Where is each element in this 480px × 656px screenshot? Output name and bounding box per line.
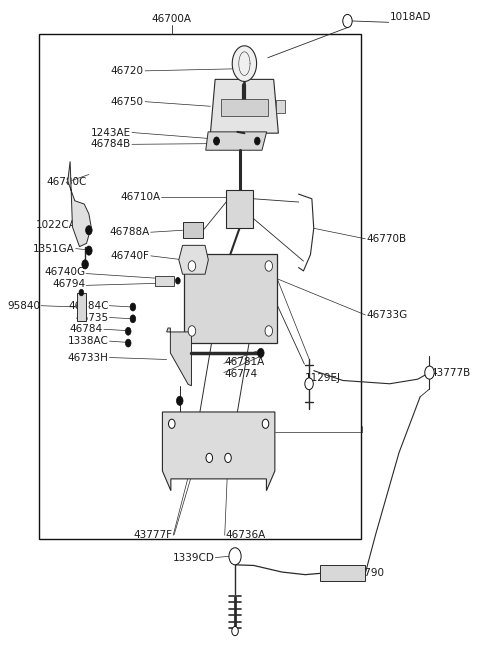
Circle shape [85,226,92,235]
Text: 46794: 46794 [52,279,85,289]
Text: 1351GA: 1351GA [33,243,75,254]
Circle shape [254,137,260,145]
Circle shape [130,315,136,323]
Text: 1339CD: 1339CD [172,552,215,563]
Circle shape [79,289,84,296]
Circle shape [206,453,213,462]
Circle shape [225,453,231,462]
Text: 46750: 46750 [111,96,144,107]
Text: 1338AC: 1338AC [68,336,108,346]
Text: 1022CA: 1022CA [36,220,77,230]
Text: 46740G: 46740G [44,267,85,277]
Text: 46710A: 46710A [120,192,160,202]
Bar [39,34,360,539]
Circle shape [177,396,183,405]
Circle shape [258,348,264,358]
Text: 46700A: 46700A [152,14,192,24]
Polygon shape [68,161,91,247]
Polygon shape [179,245,208,274]
Circle shape [214,137,219,145]
Circle shape [343,14,352,28]
Circle shape [262,419,269,428]
Text: 46784B: 46784B [91,139,131,150]
Circle shape [265,260,273,272]
Bar [182,222,203,238]
Polygon shape [162,412,275,491]
Text: 46781A: 46781A [225,357,265,367]
Circle shape [125,327,131,335]
Text: 46788A: 46788A [109,227,150,237]
Text: 1243AE: 1243AE [91,127,131,138]
Text: 95840: 95840 [7,300,40,311]
Circle shape [125,339,131,347]
Text: 46733G: 46733G [366,310,408,320]
Bar [156,276,174,286]
Circle shape [85,246,92,255]
Circle shape [265,325,273,336]
Bar [221,99,268,116]
Text: 46740F: 46740F [111,251,150,261]
Circle shape [426,368,433,377]
Text: 46784C: 46784C [68,300,108,311]
Circle shape [188,325,196,336]
Circle shape [306,380,312,388]
Text: 46735: 46735 [75,312,108,323]
Text: 46780C: 46780C [47,177,87,188]
Circle shape [231,550,239,562]
Polygon shape [232,46,257,81]
Circle shape [344,16,351,26]
Polygon shape [206,132,267,150]
Text: 46733H: 46733H [68,352,108,363]
Text: 46770B: 46770B [366,234,407,244]
Polygon shape [167,328,192,386]
Text: 43777B: 43777B [431,367,471,378]
Text: 46784: 46784 [70,324,103,335]
Circle shape [232,626,238,636]
Text: 46736A: 46736A [226,530,266,541]
Text: 46720: 46720 [111,66,144,76]
Text: 1018AD: 1018AD [390,12,431,22]
Bar [320,565,365,581]
Circle shape [168,419,175,428]
Text: 1129EJ: 1129EJ [304,373,340,382]
Text: 46774: 46774 [225,369,258,379]
Bar [276,100,286,113]
Bar [226,190,253,228]
Circle shape [82,260,88,269]
Text: 43777F: 43777F [133,530,172,541]
Circle shape [130,303,136,311]
Text: 46790: 46790 [351,568,384,579]
Circle shape [229,548,241,565]
Bar [183,254,277,342]
Circle shape [214,137,219,145]
Circle shape [305,378,313,390]
Circle shape [425,366,434,379]
Bar [77,293,86,321]
Circle shape [188,260,196,272]
Circle shape [176,277,180,284]
Polygon shape [210,79,278,133]
